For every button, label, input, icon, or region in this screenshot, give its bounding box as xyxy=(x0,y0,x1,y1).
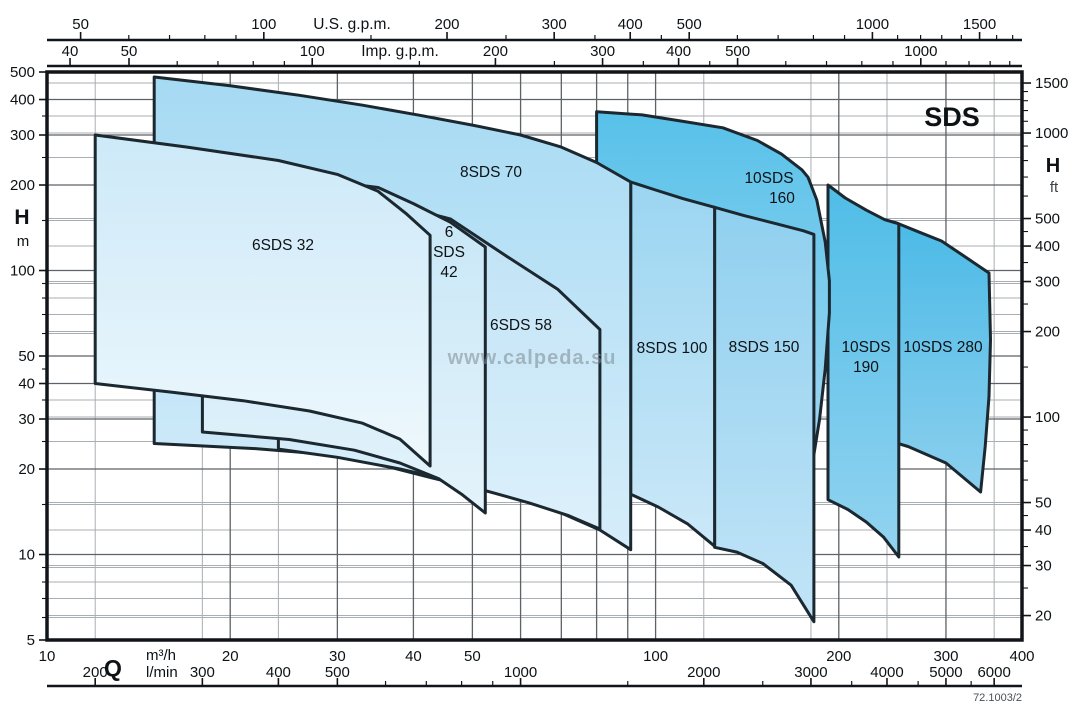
svg-text:5000: 5000 xyxy=(929,664,962,681)
svg-text:l/min: l/min xyxy=(146,664,178,681)
svg-text:50: 50 xyxy=(1035,495,1052,512)
watermark: www.calpeda.su xyxy=(447,347,617,369)
svg-text:400: 400 xyxy=(10,92,35,109)
pump-envelopes xyxy=(93,75,992,624)
svg-text:40: 40 xyxy=(405,648,422,665)
svg-text:300: 300 xyxy=(542,16,567,33)
svg-text:300: 300 xyxy=(190,664,215,681)
label-6sds-42: 42 xyxy=(440,264,457,281)
label-10sds-160: 160 xyxy=(769,190,795,207)
axis-imp-gpm: 40 50 100 200 300 400 500 1000 Imp. g.p.m. xyxy=(47,43,1022,68)
svg-text:500: 500 xyxy=(677,16,702,33)
svg-text:200: 200 xyxy=(1035,324,1060,341)
axis-h-m: 500 400 300 200 100 50 40 30 20 10 5 Hm xyxy=(10,64,47,649)
envelope-labels: 10SDS 280 10SDS 190 10SDS 160 8SDS 150 8SDS 10… xyxy=(252,164,983,376)
svg-text:400: 400 xyxy=(618,16,643,33)
svg-text:400: 400 xyxy=(666,43,691,60)
label-10sds-190: 190 xyxy=(853,359,879,376)
svg-text:4000: 4000 xyxy=(870,664,903,681)
envelope-8sds-100[interactable] xyxy=(629,180,717,548)
svg-text:20: 20 xyxy=(18,461,35,478)
svg-text:Imp. g.p.m.: Imp. g.p.m. xyxy=(361,43,439,60)
envelope-6sds-32[interactable] xyxy=(93,133,432,468)
svg-text:m: m xyxy=(17,233,30,250)
svg-text:1500: 1500 xyxy=(963,16,996,33)
svg-text:400: 400 xyxy=(1009,648,1034,665)
svg-text:1500: 1500 xyxy=(1035,75,1068,92)
envelope-8sds-150[interactable] xyxy=(713,205,816,624)
svg-text:6000: 6000 xyxy=(977,664,1010,681)
svg-text:200: 200 xyxy=(826,648,851,665)
label-8sds-150: 8SDS 150 xyxy=(729,339,800,356)
svg-text:3000: 3000 xyxy=(794,664,827,681)
svg-text:20: 20 xyxy=(222,648,239,665)
label-6sds-32: 6SDS 32 xyxy=(252,237,314,254)
svg-text:200: 200 xyxy=(483,43,508,60)
svg-text:30: 30 xyxy=(18,411,35,428)
svg-text:300: 300 xyxy=(590,43,615,60)
svg-text:50: 50 xyxy=(121,43,138,60)
svg-text:10: 10 xyxy=(18,547,35,564)
envelope-10sds-190[interactable] xyxy=(826,183,901,559)
svg-text:30: 30 xyxy=(1035,558,1052,575)
svg-text:30: 30 xyxy=(329,648,346,665)
svg-text:100: 100 xyxy=(251,16,276,33)
chart-title: SDS xyxy=(924,102,980,132)
svg-text:500: 500 xyxy=(325,664,350,681)
svg-text:200: 200 xyxy=(83,664,108,681)
svg-text:200: 200 xyxy=(435,16,460,33)
svg-text:100: 100 xyxy=(1035,409,1060,426)
svg-text:500: 500 xyxy=(10,64,35,81)
svg-text:10: 10 xyxy=(39,648,56,665)
svg-text:5: 5 xyxy=(27,632,35,649)
svg-text:300: 300 xyxy=(10,127,35,144)
svg-text:100: 100 xyxy=(300,43,325,60)
svg-text:40: 40 xyxy=(62,43,79,60)
svg-text:50: 50 xyxy=(464,648,481,665)
label-10sds-160: 10SDS xyxy=(744,170,793,187)
svg-text:500: 500 xyxy=(1035,211,1060,228)
svg-text:400: 400 xyxy=(1035,238,1060,255)
svg-text:100: 100 xyxy=(10,263,35,280)
label-6sds-42: SDS xyxy=(433,244,465,261)
drawing-code: 72.1003/2 xyxy=(973,692,1022,704)
label-10sds-190: 10SDS xyxy=(841,339,890,356)
axis-us-gpm: 50 100 200 300 400 500 1000 1500 U.S. g.p.m. xyxy=(47,16,1022,42)
svg-text:400: 400 xyxy=(266,664,291,681)
svg-text:50: 50 xyxy=(72,16,89,33)
svg-text:1000: 1000 xyxy=(856,16,889,33)
label-6sds-58: 6SDS 58 xyxy=(490,317,552,334)
svg-text:1000: 1000 xyxy=(904,43,937,60)
svg-text:300: 300 xyxy=(1035,274,1060,291)
svg-text:40: 40 xyxy=(1035,522,1052,539)
svg-text:ft: ft xyxy=(1050,179,1059,196)
label-6sds-42: 6 xyxy=(445,224,454,241)
svg-text:200: 200 xyxy=(10,177,35,194)
svg-text:50: 50 xyxy=(18,348,35,365)
svg-text:20: 20 xyxy=(1035,608,1052,625)
svg-text:m³/h: m³/h xyxy=(146,647,176,664)
svg-text:500: 500 xyxy=(725,43,750,60)
label-8sds-70: 8SDS 70 xyxy=(460,164,522,181)
label-8sds-100: 8SDS 100 xyxy=(637,340,708,357)
svg-text:Q: Q xyxy=(104,655,122,681)
label-10sds-280: 10SDS 280 xyxy=(903,339,983,356)
svg-text:40: 40 xyxy=(18,376,35,393)
svg-text:1000: 1000 xyxy=(504,664,537,681)
svg-text:2000: 2000 xyxy=(687,664,720,681)
svg-text:1000: 1000 xyxy=(1035,125,1068,142)
svg-text:300: 300 xyxy=(933,648,958,665)
svg-text:H: H xyxy=(14,206,29,229)
axis-q: 10 20 30 40 50 100 200 300 400 200 300 400 500 1000 20… xyxy=(39,647,1035,688)
svg-text:100: 100 xyxy=(643,648,668,665)
svg-text:U.S. g.p.m.: U.S. g.p.m. xyxy=(313,16,391,33)
axis-h-ft: 1500 1000 500 400 300 200 100 50 40 30 20 Hft xyxy=(1022,75,1068,625)
svg-text:H: H xyxy=(1046,155,1060,177)
